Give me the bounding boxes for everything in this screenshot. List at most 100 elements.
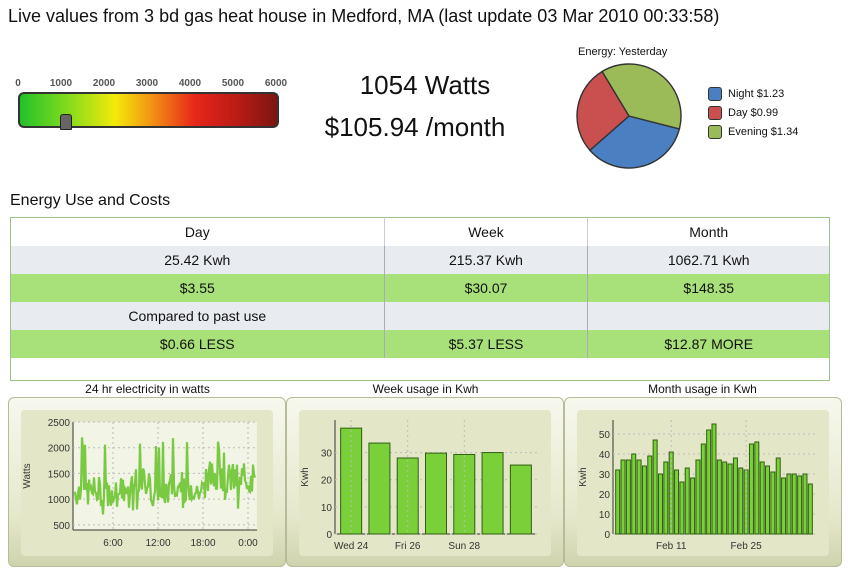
chart-title-month: Month usage in Kwh xyxy=(648,382,757,396)
y-tick-label: 10 xyxy=(321,503,333,514)
legend-item-evening: Evening $1.34 xyxy=(708,122,798,141)
legend-swatch xyxy=(708,86,722,101)
cell-kwh-day: 25.42 Kwh xyxy=(10,246,385,274)
y-tick-label: 2000 xyxy=(48,444,71,455)
gauge-tick: 0 xyxy=(15,78,21,89)
bar xyxy=(722,461,728,535)
y-tick-label: 50 xyxy=(599,430,611,441)
bar xyxy=(481,452,504,535)
chart-area: Watts 2500 2000 1500 1000 500 6:00 12:00 18:00 0:… xyxy=(21,410,273,556)
gauge-tick: 2000 xyxy=(92,78,116,89)
y-tick-label: 20 xyxy=(599,490,611,501)
bar xyxy=(716,459,722,535)
bar xyxy=(615,469,621,535)
bar xyxy=(738,467,744,535)
line-chart-24hr: Watts 2500 2000 1500 1000 500 6:00 12:00 18:00 0:… xyxy=(22,418,258,549)
compare-label: Compared to past use xyxy=(10,302,385,330)
y-tick-label: 30 xyxy=(321,449,333,460)
table-header-row: Day Week Month xyxy=(10,217,830,246)
bar xyxy=(770,471,776,535)
y-tick-label: 30 xyxy=(599,470,611,481)
chart-panel-month: Kwh 50 40 30 20 10 0 Feb 11 Feb 25 xyxy=(564,397,842,567)
y-tick-label: 0 xyxy=(326,530,332,541)
x-tick-label: 18:00 xyxy=(190,538,215,549)
watts-series-line xyxy=(73,437,257,515)
table-row-kwh: 25.42 Kwh 215.37 Kwh 1062.71 Kwh xyxy=(10,246,830,274)
legend-label: Night $1.23 xyxy=(728,87,785,100)
y-tick-label: 40 xyxy=(599,450,611,461)
bar xyxy=(727,463,733,535)
y-tick-label: 500 xyxy=(53,521,70,532)
chart-panel-week: Kwh 30 20 10 0 Wed 24 Fri 26 Sun 28 xyxy=(286,397,564,567)
bar xyxy=(625,459,631,535)
y-tick-label: 10 xyxy=(599,510,611,521)
gauge-tick: 3000 xyxy=(135,78,159,89)
bar xyxy=(652,439,658,535)
bar xyxy=(786,473,792,535)
bar xyxy=(657,473,663,535)
bar xyxy=(781,477,787,535)
x-tick-label: Feb 11 xyxy=(656,541,687,552)
bar xyxy=(620,459,626,535)
bar xyxy=(368,442,391,535)
pie-legend: Night $1.23 Day $0.99 Evening $1.34 xyxy=(708,84,798,141)
bar xyxy=(791,473,797,535)
legend-label: Day $0.99 xyxy=(728,106,779,119)
bar-chart-month: Kwh 50 40 30 20 10 0 Feb 11 Feb 25 xyxy=(578,420,815,552)
legend-swatch xyxy=(708,105,722,120)
legend-item-night: Night $1.23 xyxy=(708,84,798,103)
legend-swatch xyxy=(708,124,722,139)
bar xyxy=(802,473,808,535)
power-gauge xyxy=(18,92,279,128)
y-tick-label: 20 xyxy=(321,476,333,487)
table-row-spacer xyxy=(10,358,830,381)
y-tick-label: 2500 xyxy=(48,418,71,429)
bar xyxy=(425,452,447,535)
x-tick-label: Sun 28 xyxy=(448,541,480,552)
energy-costs-table: Day Week Month 25.42 Kwh 215.37 Kwh 1062… xyxy=(10,217,830,381)
table-row-compare-label: Compared to past use xyxy=(10,302,830,330)
x-tick-label: 0:00 xyxy=(238,538,258,549)
bar xyxy=(647,455,653,535)
pie-slice-1 xyxy=(576,70,630,152)
bar xyxy=(700,443,706,535)
bar xyxy=(754,441,760,535)
cell-compare-month: $12.87 MORE xyxy=(587,330,830,358)
gauge-needle xyxy=(59,114,72,130)
cell-cost-week: $30.07 xyxy=(384,274,589,302)
x-tick-label: Wed 24 xyxy=(334,541,369,552)
cell-empty xyxy=(384,302,589,330)
y-tick-label: 1500 xyxy=(48,469,71,480)
bar xyxy=(690,477,696,535)
bar xyxy=(695,459,701,535)
pie-title: Energy: Yesterday xyxy=(578,46,668,58)
chart-area: Kwh 30 20 10 0 Wed 24 Fri 26 Sun 28 xyxy=(299,410,551,556)
gauge-tick: 1000 xyxy=(49,78,73,89)
x-tick-label: Feb 25 xyxy=(731,541,763,552)
bar xyxy=(453,453,476,535)
bar xyxy=(641,465,647,535)
gauge-tick: 6000 xyxy=(264,78,288,89)
cell-cost-day: $3.55 xyxy=(10,274,385,302)
pie-slice-0 xyxy=(588,115,681,169)
bar xyxy=(663,461,669,535)
header-month: Month xyxy=(587,217,830,246)
bar xyxy=(679,481,685,535)
x-tick-label: 6:00 xyxy=(103,538,123,549)
cell-kwh-month: 1062.71 Kwh xyxy=(587,246,830,274)
live-watts: 1054 Watts xyxy=(359,70,491,100)
chart-area: Kwh 50 40 30 20 10 0 Feb 11 Feb 25 xyxy=(577,410,829,556)
x-tick-label: 12:00 xyxy=(145,538,170,549)
bar xyxy=(765,465,771,535)
cell-cost-month: $148.35 xyxy=(587,274,830,302)
y-tick-label: 1000 xyxy=(48,495,71,506)
bar xyxy=(684,467,690,535)
legend-item-day: Day $0.99 xyxy=(708,103,798,122)
legend-label: Evening $1.34 xyxy=(728,125,799,138)
bar xyxy=(807,483,813,535)
cell-compare-day: $0.66 LESS xyxy=(10,330,385,358)
bar xyxy=(636,459,642,535)
spacer-cell xyxy=(10,358,830,381)
y-axis-label: Kwh xyxy=(578,467,589,486)
